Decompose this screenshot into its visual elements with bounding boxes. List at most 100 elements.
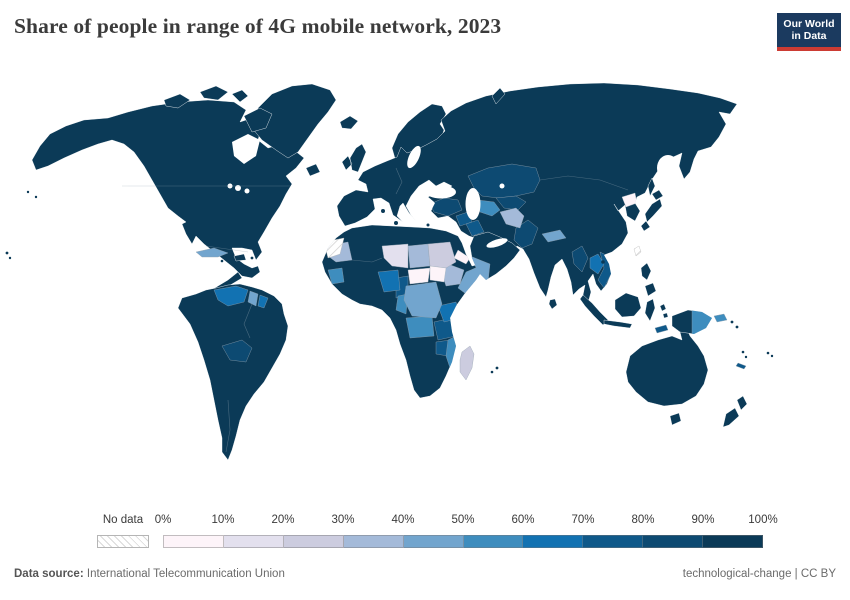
hawaii-speck[interactable] [5,251,9,255]
region-laos[interactable] [589,253,605,275]
bin-20-30-regions [427,241,475,381]
sardinia[interactable] [381,209,385,213]
region-borneo[interactable] [614,292,642,318]
owid-logo-line2: in Data [791,30,827,42]
region-afghanistan[interactable] [499,207,525,229]
legend-tick-50: 50% [451,514,475,526]
region-bolivia[interactable] [221,339,253,363]
region-south-america[interactable] [177,283,289,461]
data-source: Data source: International Telecommunica… [14,568,285,588]
region-new-britain[interactable] [713,313,728,323]
region-greenland[interactable] [251,83,337,159]
mauritius[interactable] [495,366,499,370]
region-madagascar[interactable] [459,345,475,381]
legend-no-data-label: No data [102,514,144,526]
legend-bin-60-70[interactable] [523,535,584,548]
persian-gulf [486,238,508,248]
legend-tick-70: 70% [571,514,595,526]
jamaica[interactable] [220,259,224,263]
region-niger[interactable] [381,243,409,269]
legend-bin-50-60[interactable] [463,535,524,548]
region-sudan[interactable] [427,241,457,269]
region-british-isles[interactable] [341,143,367,173]
legend-bin-0-10[interactable] [163,535,224,548]
region-taiwan[interactable] [633,245,642,257]
license-note[interactable]: technological-change | CC BY [682,568,836,580]
great-lake-1 [235,185,241,191]
fiji-2[interactable] [770,354,774,358]
hudson-bay [232,134,260,164]
legend-bin-90-100[interactable] [703,535,764,548]
region-myanmar[interactable] [571,245,589,273]
region-suriname[interactable] [257,294,269,309]
bin-0-10-regions [407,192,638,285]
region-philippines[interactable] [640,262,657,297]
region-sumatra[interactable] [579,294,609,326]
page-title: Share of people in range of 4G mobile ne… [14,14,502,38]
region-dr-congo[interactable] [403,281,443,319]
region-south-sudan[interactable] [429,265,447,283]
region-hispaniola[interactable] [233,253,247,262]
region-venezuela[interactable] [213,285,249,307]
legend-bin-20-30[interactable] [283,535,344,548]
region-sulawesi[interactable] [644,298,656,322]
region-newfoundland[interactable] [305,163,321,177]
region-kazakhstan[interactable] [467,163,541,199]
reunion[interactable] [490,370,494,374]
legend-bin-10-20[interactable] [223,535,284,548]
region-guyana[interactable] [247,290,259,307]
solomon-2[interactable] [735,325,739,329]
region-new-caledonia[interactable] [735,362,747,370]
border-argentina-chile [225,399,231,453]
region-iraq[interactable] [465,219,485,237]
region-japan[interactable] [640,189,664,232]
puerto-rico[interactable] [250,256,254,260]
caspian-sea [465,188,481,220]
region-australia[interactable] [625,325,709,407]
legend-tick-60: 60% [511,514,535,526]
region-java[interactable] [603,319,633,329]
aleutian-speck2[interactable] [34,195,38,199]
vanuatu-2[interactable] [744,355,748,359]
hawaii-speck2[interactable] [8,256,12,260]
region-new-zealand[interactable] [722,395,748,428]
border-brazil-west [243,303,253,339]
region-cuba[interactable] [195,247,229,258]
region-baffin-island[interactable] [243,107,273,133]
region-angola[interactable] [405,315,435,339]
region-papua-new-guinea[interactable] [691,306,716,340]
region-iceland[interactable] [339,115,359,130]
owid-logo[interactable]: Our World in Data [777,13,841,51]
vanuatu-1[interactable] [741,350,745,354]
sicily[interactable] [394,221,398,225]
region-tasmania[interactable] [669,412,682,426]
hainan[interactable] [601,260,605,264]
aral-sea [499,183,505,189]
great-lake-2 [244,188,250,194]
legend-bin-40-50[interactable] [403,535,464,548]
legend-bin-70-80[interactable] [583,535,644,548]
region-guinea[interactable] [327,267,345,285]
region-novaya-zemlya[interactable] [491,87,506,105]
solomon-1[interactable] [730,320,734,324]
crete[interactable] [426,223,430,227]
region-timor[interactable] [654,324,669,334]
region-uzbekistan[interactable] [495,195,527,211]
region-arctic-islands[interactable] [163,85,249,109]
fiji-1[interactable] [766,351,770,355]
region-chad[interactable] [407,243,431,269]
legend-bin-80-90[interactable] [643,535,704,548]
legend-bin-30-40[interactable] [343,535,404,548]
region-central-african-republic[interactable] [407,267,431,285]
legend-tick-90: 90% [691,514,715,526]
region-nigeria[interactable] [377,269,401,293]
region-sakhalin[interactable] [647,177,656,197]
region-sri-lanka[interactable] [548,298,558,310]
region-moluccas[interactable] [659,303,669,319]
aleutian-speck1[interactable] [26,190,30,194]
great-lake-3 [227,183,233,189]
legend-no-data-swatch[interactable] [97,535,149,548]
legend-tick-30: 30% [331,514,355,526]
region-eritrea[interactable] [453,249,471,265]
region-nepal[interactable] [541,229,567,243]
